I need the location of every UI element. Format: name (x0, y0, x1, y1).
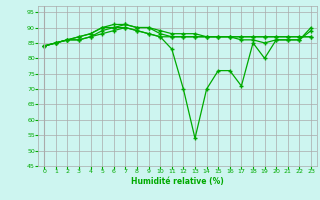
X-axis label: Humidité relative (%): Humidité relative (%) (131, 177, 224, 186)
